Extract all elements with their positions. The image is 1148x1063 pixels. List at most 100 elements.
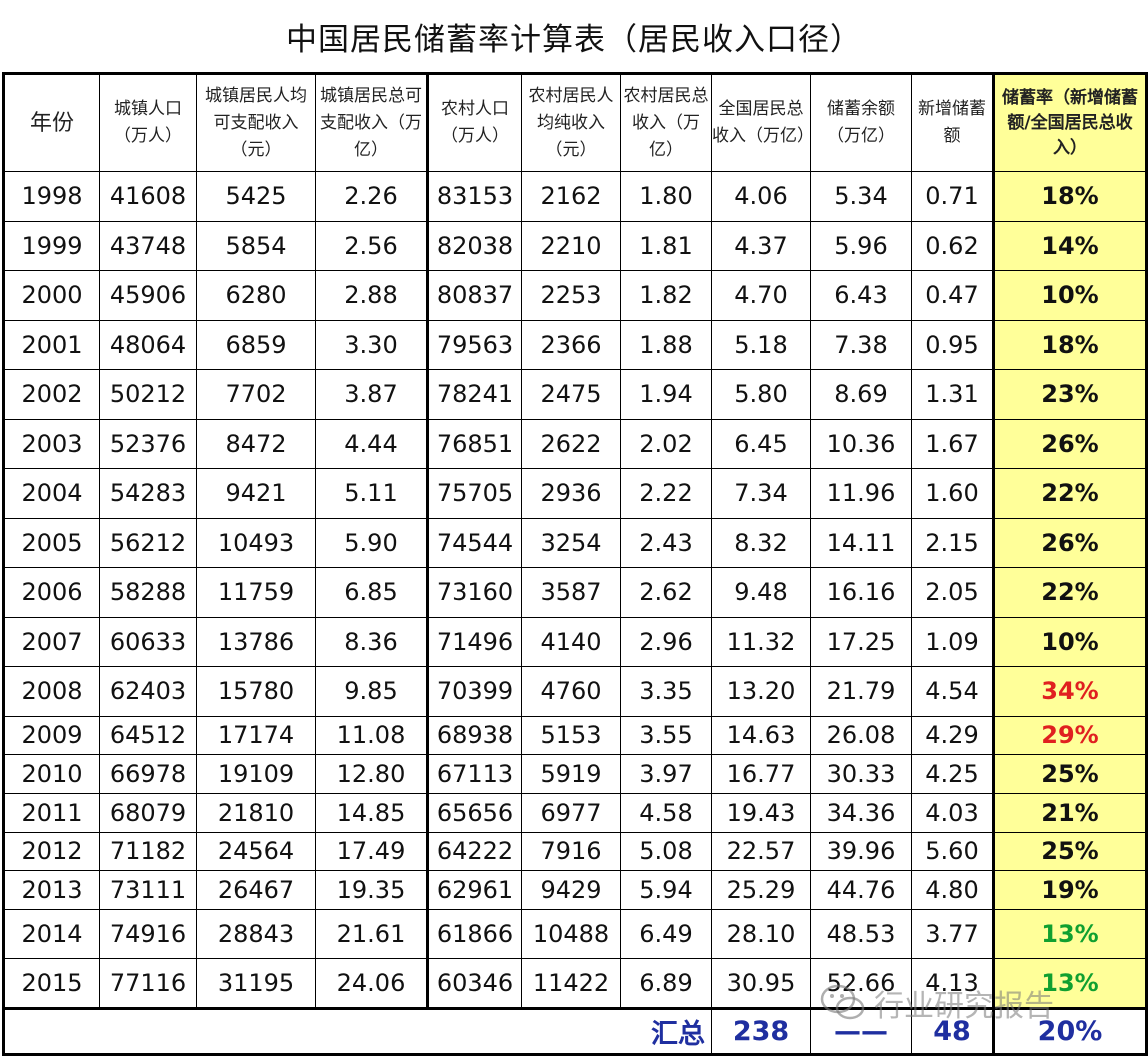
- cell-new-savings: 4.25: [911, 754, 994, 794]
- cell-savings-balance: 10.36: [810, 418, 912, 469]
- cell-rural-total-income: 2.02: [620, 418, 712, 469]
- cell-rural-per-capita-income: 2210: [521, 220, 621, 271]
- cell-urban-total-income: 19.35: [315, 870, 428, 910]
- cell-urban-per-capita-income: 17174: [196, 715, 316, 756]
- cell-urban-total-income: 21.61: [315, 908, 428, 960]
- cell-savings-rate: 10%: [992, 270, 1147, 321]
- cell-new-savings: 1.31: [911, 369, 994, 420]
- cell-rural-per-capita-income: 9429: [521, 870, 621, 910]
- cell-rural-per-capita-income: 4140: [521, 616, 621, 667]
- watermark-text: 行业研究报告: [874, 989, 1054, 1024]
- cell-rural-population: 78241: [426, 369, 522, 420]
- table-row: 2000 45906 6280 2.88 80837 2253 1.82 4.70 6.43 0.…: [3, 270, 1147, 321]
- cell-urban-population: 64512: [99, 715, 197, 756]
- table-row: 2001 48064 6859 3.30 79563 2366 1.88 5.18 7.38 0.…: [3, 319, 1147, 370]
- cell-new-savings: 4.80: [911, 870, 994, 910]
- cell-urban-total-income: 12.80: [315, 754, 428, 794]
- table-row: 2008 62403 15780 9.85 70399 4760 3.35 13.20 21.7…: [3, 666, 1147, 717]
- table-row: 2012 71182 24564 17.49 64222 7916 5.08 22.57 39.…: [3, 831, 1147, 872]
- cell-urban-total-income: 11.08: [315, 715, 428, 756]
- cell-urban-population: 58288: [99, 567, 197, 618]
- table-row: 2010 66978 19109 12.80 67113 5919 3.97 16.77 30.…: [3, 754, 1147, 794]
- cell-rural-total-income: 2.43: [620, 517, 712, 568]
- cell-rural-total-income: 1.80: [620, 171, 712, 222]
- cell-new-savings: 4.13: [911, 958, 994, 1009]
- cell-year: 2001: [3, 319, 100, 370]
- cell-new-savings: 0.71: [911, 171, 994, 222]
- cell-rural-population: 70399: [426, 666, 522, 717]
- cell-rural-total-income: 1.88: [620, 319, 712, 370]
- cell-year: 1999: [3, 220, 100, 271]
- cell-rural-per-capita-income: 2622: [521, 418, 621, 469]
- cell-new-savings: 4.29: [911, 715, 994, 756]
- cell-savings-balance: 44.76: [810, 870, 912, 910]
- cell-year: 2002: [3, 369, 100, 420]
- cell-urban-population: 56212: [99, 517, 197, 568]
- header-year: 年份: [3, 73, 100, 172]
- cell-urban-per-capita-income: 6859: [196, 319, 316, 370]
- cell-rural-per-capita-income: 6977: [521, 792, 621, 833]
- cell-savings-rate: 25%: [992, 831, 1147, 872]
- cell-urban-total-income: 6.85: [315, 567, 428, 618]
- cell-new-savings: 1.60: [911, 468, 994, 519]
- cell-savings-rate: 22%: [992, 468, 1147, 519]
- cell-year: 2014: [3, 908, 100, 960]
- cell-savings-balance: 17.25: [810, 616, 912, 667]
- cell-year: 2000: [3, 270, 100, 321]
- cell-year: 2005: [3, 517, 100, 568]
- cell-savings-balance: 6.43: [810, 270, 912, 321]
- cell-rural-population: 71496: [426, 616, 522, 667]
- header-national-total-income: 全国居民总收入（万亿）: [711, 73, 811, 172]
- cell-savings-rate: 14%: [992, 220, 1147, 271]
- cell-urban-per-capita-income: 11759: [196, 567, 316, 618]
- cell-rural-per-capita-income: 7916: [521, 831, 621, 872]
- cell-savings-balance: 5.96: [810, 220, 912, 271]
- cell-national-total-income: 4.70: [711, 270, 811, 321]
- cell-savings-rate: 21%: [992, 792, 1147, 833]
- cell-rural-total-income: 3.55: [620, 715, 712, 756]
- cell-urban-population: 71182: [99, 831, 197, 872]
- cell-urban-total-income: 24.06: [315, 958, 428, 1009]
- cell-new-savings: 1.67: [911, 418, 994, 469]
- cell-savings-rate: 10%: [992, 616, 1147, 667]
- cell-urban-population: 77116: [99, 958, 197, 1009]
- cell-urban-total-income: 2.88: [315, 270, 428, 321]
- cell-rural-per-capita-income: 11422: [521, 958, 621, 1009]
- table-row: 2004 54283 9421 5.11 75705 2936 2.22 7.34 11.96 1…: [3, 468, 1147, 519]
- cell-national-total-income: 13.20: [711, 666, 811, 717]
- total-label: 汇总: [3, 1006, 712, 1055]
- cell-urban-per-capita-income: 9421: [196, 468, 316, 519]
- cell-national-total-income: 7.34: [711, 468, 811, 519]
- cell-urban-population: 48064: [99, 319, 197, 370]
- cell-rural-total-income: 2.22: [620, 468, 712, 519]
- cell-new-savings: 2.05: [911, 567, 994, 618]
- cell-national-total-income: 28.10: [711, 908, 811, 960]
- cell-national-total-income: 22.57: [711, 831, 811, 872]
- table-row: 1998 41608 5425 2.26 83153 2162 1.80 4.06 5.34 0.…: [3, 171, 1147, 222]
- cell-savings-rate: 26%: [992, 418, 1147, 469]
- cell-national-total-income: 6.45: [711, 418, 811, 469]
- cell-savings-rate: 18%: [992, 319, 1147, 370]
- cell-urban-population: 60633: [99, 616, 197, 667]
- cell-rural-total-income: 3.97: [620, 754, 712, 794]
- cell-savings-balance: 16.16: [810, 567, 912, 618]
- header-rural-per-capita-income: 农村居民人均纯收入（元）: [521, 73, 621, 172]
- cell-urban-total-income: 17.49: [315, 831, 428, 872]
- cell-rural-per-capita-income: 2366: [521, 319, 621, 370]
- total-balance: ——: [810, 1006, 912, 1055]
- cell-new-savings: 2.15: [911, 517, 994, 568]
- cell-rural-population: 79563: [426, 319, 522, 370]
- cell-savings-rate: 13%: [992, 908, 1147, 960]
- cell-rural-population: 67113: [426, 754, 522, 794]
- cell-savings-balance: 5.34: [810, 171, 912, 222]
- cell-savings-balance: 14.11: [810, 517, 912, 568]
- cell-rural-total-income: 3.35: [620, 666, 712, 717]
- cell-urban-per-capita-income: 26467: [196, 870, 316, 910]
- header-urban-total-income: 城镇居民总可支配收入（万亿）: [315, 73, 428, 172]
- cell-rural-total-income: 2.96: [620, 616, 712, 667]
- cell-rural-population: 80837: [426, 270, 522, 321]
- cell-rural-population: 76851: [426, 418, 522, 469]
- total-new-savings: 48: [911, 1006, 994, 1055]
- cell-urban-total-income: 3.87: [315, 369, 428, 420]
- cell-urban-per-capita-income: 6280: [196, 270, 316, 321]
